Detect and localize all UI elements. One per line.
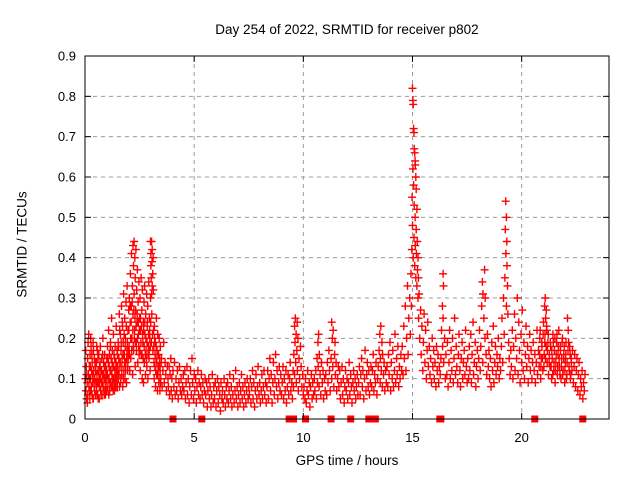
x-tick-label: 10 bbox=[296, 430, 310, 445]
y-tick-label: 0.6 bbox=[58, 170, 76, 185]
y-tick-label: 0.7 bbox=[58, 129, 76, 144]
chart-title: Day 254 of 2022, SRMTID for receiver p80… bbox=[215, 22, 479, 37]
y-tick-label: 0.8 bbox=[58, 89, 76, 104]
data-point-markers bbox=[81, 84, 589, 415]
x-tick-label: 5 bbox=[191, 430, 198, 445]
y-tick-label: 0 bbox=[69, 412, 76, 427]
y-tick-label: 0.5 bbox=[58, 210, 76, 225]
x-axis-label: GPS time / hours bbox=[295, 453, 399, 468]
x-tick-label: 15 bbox=[405, 430, 419, 445]
y-tick-label: 0.3 bbox=[58, 291, 76, 306]
plot-border bbox=[84, 55, 610, 420]
x-tick-label: 0 bbox=[81, 430, 88, 445]
y-tick-label: 0.4 bbox=[58, 250, 76, 265]
x-tick-label: 20 bbox=[514, 430, 528, 445]
y-tick-label: 0.2 bbox=[58, 331, 76, 346]
y-tick-label: 0.1 bbox=[58, 371, 76, 386]
y-tick-label: 0.9 bbox=[58, 49, 76, 64]
